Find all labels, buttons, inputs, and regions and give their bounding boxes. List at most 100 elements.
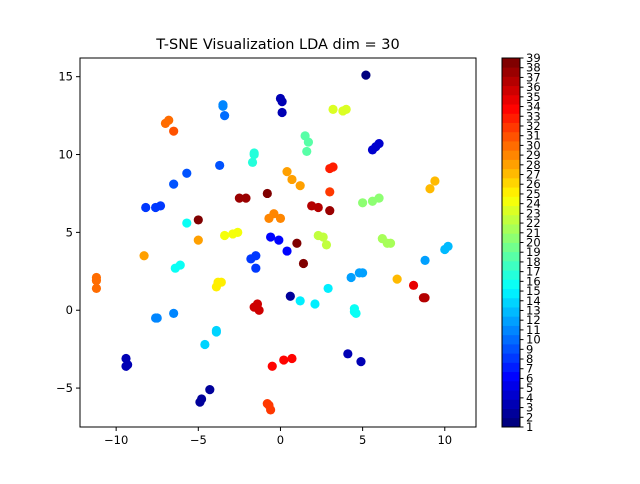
scatter-point <box>418 293 429 303</box>
scatter-point <box>91 283 102 294</box>
scatter-point <box>141 202 151 213</box>
scatter-point <box>249 148 259 158</box>
scatter-point <box>328 162 338 172</box>
colorbar-tick-label: 2 <box>526 410 533 424</box>
colorbar-tick-label: 28 <box>526 158 541 172</box>
colorbar-segment <box>502 362 520 373</box>
scatter-point <box>182 168 192 178</box>
colorbar-segment <box>502 76 520 87</box>
scatter-point <box>443 241 453 251</box>
colorbar-tick-label: 30 <box>526 138 541 152</box>
scatter-point <box>385 238 396 248</box>
scatter-point <box>282 167 292 177</box>
data-points <box>91 70 453 415</box>
y-tick-label: 0 <box>66 303 73 317</box>
scatter-point <box>295 296 305 306</box>
scatter-point <box>269 209 279 219</box>
chart-title: T-SNE Visualization LDA dim = 30 <box>155 37 399 53</box>
colorbar-tick-label: 36 <box>526 80 541 94</box>
scatter-point <box>343 349 353 359</box>
colorbar-tick-label: 35 <box>526 90 541 104</box>
scatter-point <box>251 263 261 273</box>
colorbar-segment <box>502 316 520 326</box>
scatter-point <box>374 139 384 149</box>
scatter-point <box>267 361 277 371</box>
colorbar-tick-label: 15 <box>526 284 541 298</box>
scatter-point <box>216 277 226 287</box>
scatter-point <box>218 100 228 110</box>
colorbar-segment <box>502 390 520 400</box>
scatter-point <box>274 235 284 245</box>
colorbar-tick-label: 21 <box>526 226 541 240</box>
scatter-point <box>233 227 243 237</box>
y-tick-label: 10 <box>58 148 73 162</box>
colorbar-tick-label: 9 <box>526 342 533 356</box>
scatter-point <box>241 193 251 203</box>
scatter-point <box>91 272 102 283</box>
scatter-point <box>313 202 323 213</box>
x-tick-label: 0 <box>277 433 284 447</box>
x-tick-label: −5 <box>190 433 207 447</box>
colorbar-tick-label: 3 <box>526 401 533 415</box>
scatter-point <box>302 146 312 157</box>
scatter-point <box>234 193 244 203</box>
colorbar-segment <box>502 233 520 243</box>
colorbar-segment <box>502 380 520 391</box>
colorbar-tick-label: 13 <box>526 303 541 317</box>
colorbar-segment <box>502 297 520 308</box>
y-tick-label: 15 <box>58 70 73 84</box>
colorbar-tick-label: 25 <box>526 187 541 201</box>
y-tick-label: 5 <box>66 225 73 239</box>
scatter-point <box>392 274 402 284</box>
scatter-point <box>346 272 356 283</box>
scatter-point <box>361 70 371 80</box>
colorbar-segment <box>502 288 520 299</box>
colorbar-tick-label: 4 <box>526 391 533 405</box>
x-tick-label: −10 <box>104 433 128 447</box>
colorbar-tick-label: 5 <box>526 381 533 395</box>
colorbar-tick-label: 27 <box>526 168 541 182</box>
scatter-point <box>193 235 203 245</box>
colorbar-tick-label: 10 <box>526 333 541 347</box>
scatter-point <box>220 111 230 121</box>
scatter-point <box>121 353 131 364</box>
colorbar-tick-label: 22 <box>526 216 541 230</box>
scatter-point <box>164 115 174 125</box>
scatter-point <box>358 198 368 208</box>
colorbar-tick-label: 37 <box>526 70 541 84</box>
x-tick-label: 10 <box>437 433 452 447</box>
scatter-point <box>298 258 309 269</box>
colorbar-segment <box>502 242 520 253</box>
scatter-point <box>430 176 440 186</box>
colorbar-segment <box>502 205 520 216</box>
scatter-point <box>277 96 287 107</box>
colorbar-tick-label: 12 <box>526 313 541 327</box>
scatter-point <box>193 215 203 225</box>
colorbar-segment <box>502 131 520 142</box>
scatter-point <box>318 232 328 242</box>
colorbar-segment <box>502 58 520 68</box>
colorbar-segment <box>502 122 520 133</box>
colorbar-tick-label: 7 <box>526 362 533 376</box>
colorbar-segment <box>502 85 520 96</box>
scatter-point <box>246 254 256 264</box>
colorbar-segment <box>502 168 520 179</box>
scatter-point <box>254 305 264 315</box>
colorbar-segment <box>502 141 520 151</box>
scatter-point <box>292 238 302 248</box>
scatter-point <box>285 291 295 301</box>
colorbar-segment <box>502 67 520 77</box>
colorbar-tick-label: 33 <box>526 109 541 123</box>
colorbar-tick-label: 32 <box>526 119 541 133</box>
scatter-point <box>287 174 297 185</box>
colorbar-tick-label: 34 <box>526 100 541 114</box>
scatter-point <box>277 107 287 118</box>
colorbar-tick-label: 38 <box>526 61 541 75</box>
scatter-point <box>220 230 230 241</box>
colorbar-segment <box>502 177 520 188</box>
scatter-point <box>196 394 207 404</box>
scatter-point <box>358 268 368 278</box>
scatter-point <box>420 255 430 266</box>
